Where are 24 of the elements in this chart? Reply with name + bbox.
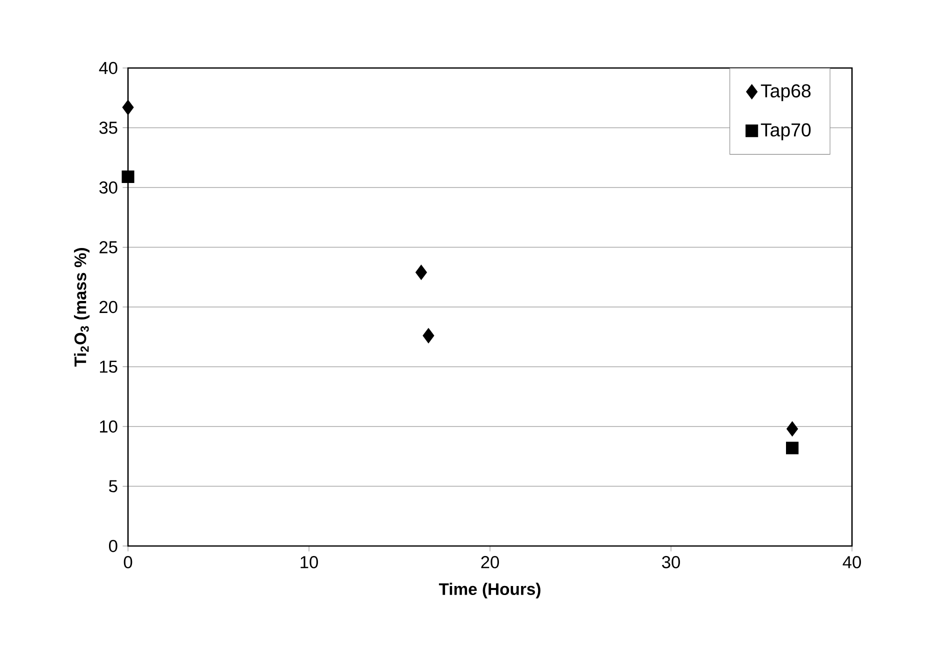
x-tick-label: 30 (662, 556, 680, 568)
x-tick-label: 20 (481, 556, 499, 568)
point (122, 170, 134, 184)
y-tick-label: 10 (100, 420, 118, 433)
point (786, 421, 798, 436)
y-tick-label: 35 (99, 122, 118, 134)
y-tick-label: 25 (100, 241, 118, 254)
legend-label: Tap68 (760, 84, 811, 102)
point (122, 100, 134, 116)
x-tick-label: 0 (124, 556, 132, 568)
y-tick-label: 5 (109, 480, 118, 492)
point (415, 264, 427, 280)
x-axis-title: Time (Hours) (438, 582, 540, 598)
point (786, 442, 799, 454)
point (422, 328, 434, 344)
legend-label: Tap70 (760, 123, 811, 140)
y-tick-label: 15 (100, 360, 118, 373)
y-tick-label: 40 (99, 62, 118, 74)
x-tick-label: 40 (842, 556, 861, 568)
y-tick-label: 20 (100, 300, 118, 314)
y-tick-label: 30 (99, 181, 118, 194)
x-tick-label: 10 (300, 556, 318, 568)
y-tick-label: 0 (108, 540, 118, 552)
y-axis-title: Ti$_{2}$O$_{3}$ (mass %) (74, 248, 90, 367)
